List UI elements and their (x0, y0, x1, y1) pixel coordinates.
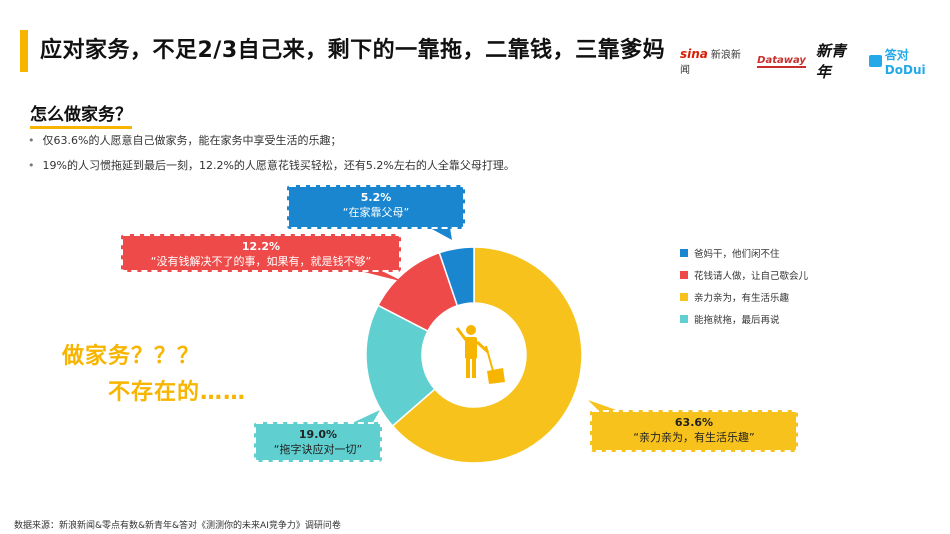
legend-swatch (680, 293, 688, 301)
legend-item: 爸妈干，他们闲不住 (680, 246, 808, 260)
callout-yellow-text: “亲力亲为，有生活乐趣” (633, 431, 755, 444)
callout-pointer-cyan (350, 410, 380, 424)
bullet-list: 仅63.6%的人愿意自己做家务，能在家务中享受生活的乐趣； 19%的人习惯拖延到… (28, 132, 515, 182)
callout-blue: 5.2% “在家靠父母” (287, 185, 465, 229)
data-source: 数据来源：新浪新闻&零点有数&新青年&答对《测测你的未来AI竞争力》调研问卷 (14, 521, 341, 531)
callout-blue-pct: 5.2% (360, 191, 392, 204)
callout-red-text: “没有钱解决不了的事，如果有，就是钱不够” (150, 255, 372, 268)
callout-yellow: 63.6% “亲力亲为，有生活乐趣” (590, 410, 798, 452)
legend-item: 花钱请人做，让自己歇会儿 (680, 268, 808, 282)
side-text-line2: 不存在的…… (108, 380, 247, 405)
legend-label: 爸妈干，他们闲不住 (694, 249, 780, 260)
callout-yellow-pct: 63.6% (674, 416, 714, 429)
page-title: 应对家务，不足2/3自己来，剩下的一靠拖，二靠钱，三靠爹妈 (40, 38, 666, 63)
callout-red: 12.2% “没有钱解决不了的事，如果有，就是钱不够” (121, 234, 401, 272)
chart-legend: 爸妈干，他们闲不住花钱请人做，让自己歇会儿 亲力亲为，有生活乐趣 能拖就拖，最后再说 (680, 246, 808, 334)
section-title: 怎么做家务？ (30, 100, 132, 129)
callout-pointer-blue (430, 228, 452, 240)
callout-pointer-yellow (588, 400, 622, 412)
dodui-icon (868, 55, 882, 67)
legend-item: 亲力亲为，有生活乐趣 (680, 290, 808, 304)
side-text-line1: 做家务？？？ (62, 344, 201, 369)
callout-cyan-text: “拖字诀应对一切” (273, 443, 363, 456)
legend-swatch (680, 249, 688, 257)
callout-blue-text: “在家靠父母” (342, 206, 410, 219)
title-accent-bar (20, 30, 28, 72)
callout-cyan-pct: 19.0% (298, 428, 338, 441)
legend-swatch (680, 315, 688, 323)
dodui-logo: 答对 DoDui (868, 46, 950, 77)
legend-item: 能拖就拖，最后再说 (680, 312, 808, 326)
callout-pointer-red (360, 271, 404, 282)
legend-label: 花钱请人做，让自己歇会儿 (694, 271, 809, 282)
partner-logos: sina 新浪新闻 Dataway 新青年 答对 DoDui (680, 40, 950, 82)
legend-label: 能拖就拖，最后再说 (694, 315, 780, 326)
legend-label: 亲力亲为，有生活乐趣 (694, 293, 790, 304)
bullet-item: 19%的人习惯拖延到最后一刻，12.2%的人愿意花钱买轻松，还有5.2%左右的人… (28, 157, 515, 173)
person-cleaning-icon (455, 325, 505, 384)
bullet-item: 仅63.6%的人愿意自己做家务，能在家务中享受生活的乐趣； (28, 132, 515, 148)
legend-swatch (680, 271, 688, 279)
sina-logo: sina 新浪新闻 (680, 47, 741, 76)
callout-cyan: 19.0% “拖字诀应对一切” (254, 422, 382, 462)
xinqingnian-logo: 新青年 (815, 42, 846, 81)
callout-red-pct: 12.2% (241, 240, 281, 253)
dataway-logo: Dataway (757, 54, 806, 68)
callout-pointers (350, 228, 622, 424)
